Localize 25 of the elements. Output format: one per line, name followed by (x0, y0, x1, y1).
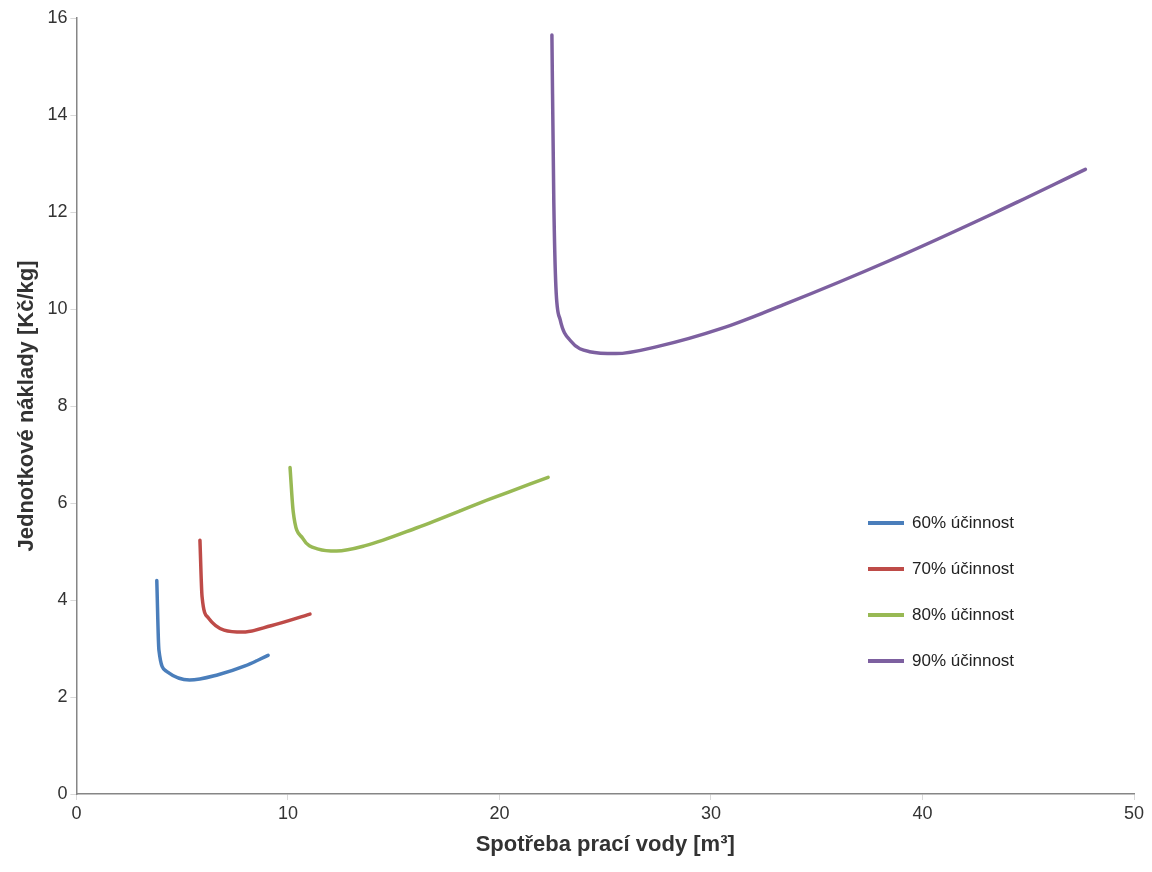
legend-label: 80% účinnost (912, 605, 1015, 625)
x-tick-label: 20 (489, 802, 510, 823)
y-tick-label: 12 (47, 200, 68, 221)
y-tick-label: 10 (47, 297, 68, 318)
x-tick-label: 0 (71, 802, 82, 823)
legend-label: 60% účinnost (912, 513, 1015, 533)
line-series (198, 538, 312, 634)
x-axis-title: Spotřeba prací vody [m³] (475, 830, 735, 856)
y-axis-title: Jednotkové náklady [Kč/kg] (13, 260, 39, 552)
legend-label: 70% účinnost (912, 559, 1015, 579)
y-tick-label: 8 (57, 394, 68, 415)
y-tick-label: 16 (47, 6, 68, 27)
y-tick-label: 0 (57, 782, 68, 803)
x-tick-label: 30 (700, 802, 721, 823)
x-tick-label: 10 (277, 802, 298, 823)
legend-label: 90% účinnost (912, 651, 1015, 671)
x-tick-label: 50 (1123, 802, 1145, 823)
line-series (550, 33, 1088, 356)
y-tick-label: 4 (57, 588, 68, 609)
x-tick-label: 40 (912, 802, 933, 823)
y-tick-label: 6 (57, 491, 68, 512)
y-tick-label: 14 (47, 103, 68, 124)
line-series (155, 578, 270, 682)
y-tick-label: 2 (57, 685, 68, 706)
line-series (288, 465, 550, 553)
